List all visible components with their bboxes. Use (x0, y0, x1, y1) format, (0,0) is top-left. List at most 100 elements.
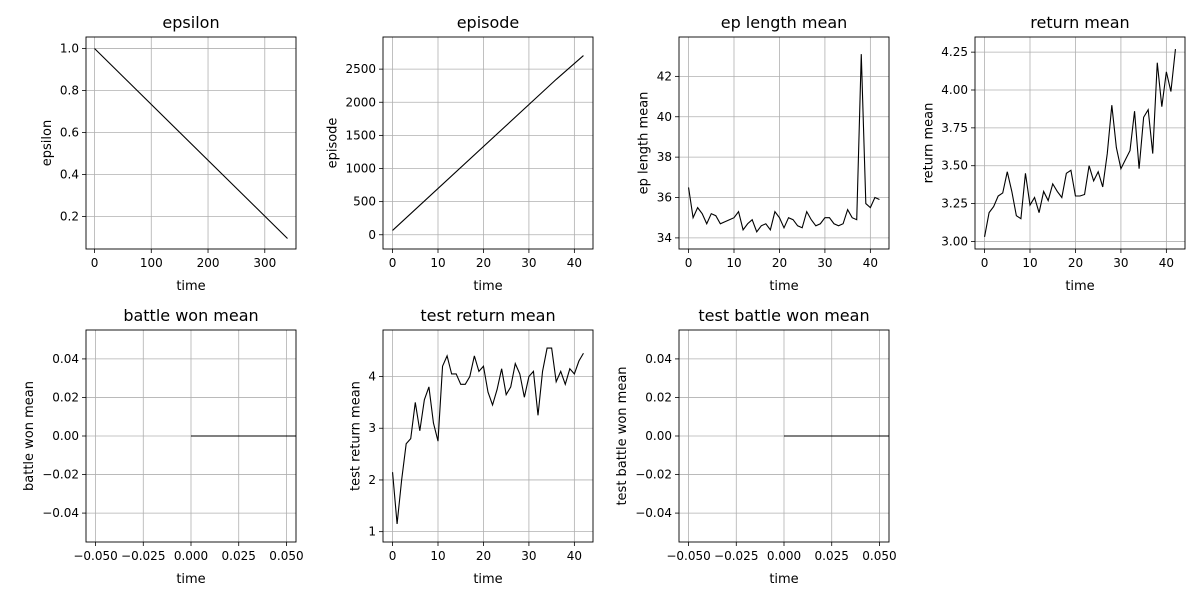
y-tick-label: −0.02 (42, 468, 79, 482)
x-tick-label: −0.025 (121, 549, 165, 563)
x-tick-label: 0.025 (222, 549, 256, 563)
x-tick-label: 300 (253, 256, 276, 270)
y-tick-label: 1.0 (60, 42, 79, 56)
x-axis-label: time (769, 279, 798, 294)
y-tick-label: 36 (657, 191, 672, 205)
x-tick-label: 40 (567, 256, 582, 270)
y-tick-label: 4.00 (941, 83, 968, 97)
x-tick-label: 10 (1022, 256, 1037, 270)
subplot-battle-won-mean: −0.050 −0.025 0.000 0.025 0.050 −0.04 −0.02 0.0… (22, 306, 303, 587)
series-line (392, 347, 584, 524)
x-tick-label: 0.050 (269, 549, 303, 563)
y-tick-label: 1500 (345, 128, 376, 142)
y-tick-label: 500 (353, 195, 376, 209)
x-tick-label: 200 (197, 256, 220, 270)
subplot-title: ep length mean (721, 13, 848, 32)
x-tick-label: 100 (140, 256, 163, 270)
subplot-episode: 0 10 20 30 40 0 500 1000 1500 2000 2500 episode time… (325, 13, 594, 294)
y-axis-label: test return mean (348, 381, 363, 491)
subplot-test-return-mean: 0 10 20 30 40 1 2 3 4 test return mean time test re… (348, 306, 594, 587)
subplot-epsilon: 0 100 200 300 0.2 0.4 0.6 0.8 1.0 epsilon time epsi… (40, 13, 297, 294)
subplot-title: episode (457, 13, 520, 32)
x-tick-label: −0.025 (714, 549, 758, 563)
x-tick-label: 40 (1159, 256, 1174, 270)
x-tick-label: 30 (521, 256, 536, 270)
x-tick-label: 20 (772, 256, 787, 270)
x-axis-label: time (473, 572, 502, 587)
x-tick-label: 0 (389, 549, 397, 563)
y-axis-label: return mean (921, 103, 936, 184)
axes-frame (382, 36, 594, 250)
subplot-title: epsilon (162, 13, 219, 32)
y-tick-label: −0.04 (635, 506, 672, 520)
series-line (688, 54, 880, 233)
y-tick-label: 3.75 (941, 121, 968, 135)
series-line (984, 49, 1176, 237)
x-tick-label: 0 (981, 256, 989, 270)
x-axis-label: time (769, 572, 798, 587)
y-tick-label: 34 (657, 231, 672, 245)
y-tick-label: 0.04 (52, 352, 79, 366)
x-tick-label: 0 (685, 256, 693, 270)
y-tick-label: 1000 (345, 162, 376, 176)
x-tick-label: 30 (1113, 256, 1128, 270)
x-tick-label: −0.050 (73, 549, 117, 563)
y-tick-label: −0.02 (635, 468, 672, 482)
x-axis-label: time (1065, 279, 1094, 294)
y-tick-label: 42 (657, 69, 672, 83)
y-axis-label: ep length mean (637, 92, 652, 195)
y-tick-label: 4 (368, 370, 376, 384)
series-line (94, 48, 288, 239)
y-tick-label: 3.25 (941, 197, 968, 211)
x-tick-label: 0 (389, 256, 397, 270)
y-tick-label: 0.02 (52, 390, 79, 404)
x-tick-label: 10 (430, 256, 445, 270)
y-tick-label: 2000 (345, 95, 376, 109)
axes-frame (678, 36, 890, 250)
y-axis-label: test battle won mean (615, 366, 630, 505)
subplot-title: test battle won mean (698, 306, 869, 325)
x-tick-label: 0.000 (767, 549, 801, 563)
y-tick-label: 4.25 (941, 45, 968, 59)
x-axis-label: time (176, 572, 205, 587)
x-tick-label: 0.000 (174, 549, 208, 563)
x-tick-label: 10 (430, 549, 445, 563)
axes-frame (974, 36, 1186, 250)
y-tick-label: 2500 (345, 62, 376, 76)
subplot-ep-length-mean: 0 10 20 30 40 34 36 38 40 42 ep length mean time ep … (637, 13, 890, 294)
y-axis-label: episode (325, 118, 340, 169)
y-axis-label: battle won mean (22, 381, 37, 491)
y-tick-label: 0 (368, 228, 376, 242)
y-tick-label: 0.00 (645, 429, 672, 443)
y-tick-label: 1 (368, 525, 376, 539)
subplot-title: test return mean (420, 306, 555, 325)
y-tick-label: 2 (368, 473, 376, 487)
y-tick-label: 3 (368, 421, 376, 435)
y-tick-label: 40 (657, 110, 672, 124)
x-tick-label: 0.025 (815, 549, 849, 563)
y-tick-label: 0.4 (60, 167, 79, 181)
x-axis-label: time (176, 279, 205, 294)
y-tick-label: 0.00 (52, 429, 79, 443)
subplot-title: battle won mean (123, 306, 258, 325)
y-tick-label: 3.00 (941, 234, 968, 248)
axes-frame (382, 329, 594, 543)
subplot-test-battle-won-mean: −0.050 −0.025 0.000 0.025 0.050 −0.04 −0.02 0.0… (615, 306, 896, 587)
x-tick-label: −0.050 (666, 549, 710, 563)
y-tick-label: 0.2 (60, 209, 79, 223)
y-tick-label: 0.02 (645, 390, 672, 404)
x-tick-label: 20 (1068, 256, 1083, 270)
x-tick-label: 0 (91, 256, 99, 270)
y-tick-label: 3.50 (941, 159, 968, 173)
subplot-title: return mean (1030, 13, 1129, 32)
x-tick-label: 30 (817, 256, 832, 270)
y-tick-label: 0.6 (60, 126, 79, 140)
x-tick-label: 40 (863, 256, 878, 270)
y-tick-label: −0.04 (42, 506, 79, 520)
x-tick-label: 40 (567, 549, 582, 563)
axes-frame (85, 36, 297, 250)
subplot-return-mean: 0 10 20 30 40 3.00 3.25 3.50 3.75 4.00 4.25 return … (921, 13, 1186, 294)
x-tick-label: 20 (476, 549, 491, 563)
y-tick-label: 0.8 (60, 84, 79, 98)
